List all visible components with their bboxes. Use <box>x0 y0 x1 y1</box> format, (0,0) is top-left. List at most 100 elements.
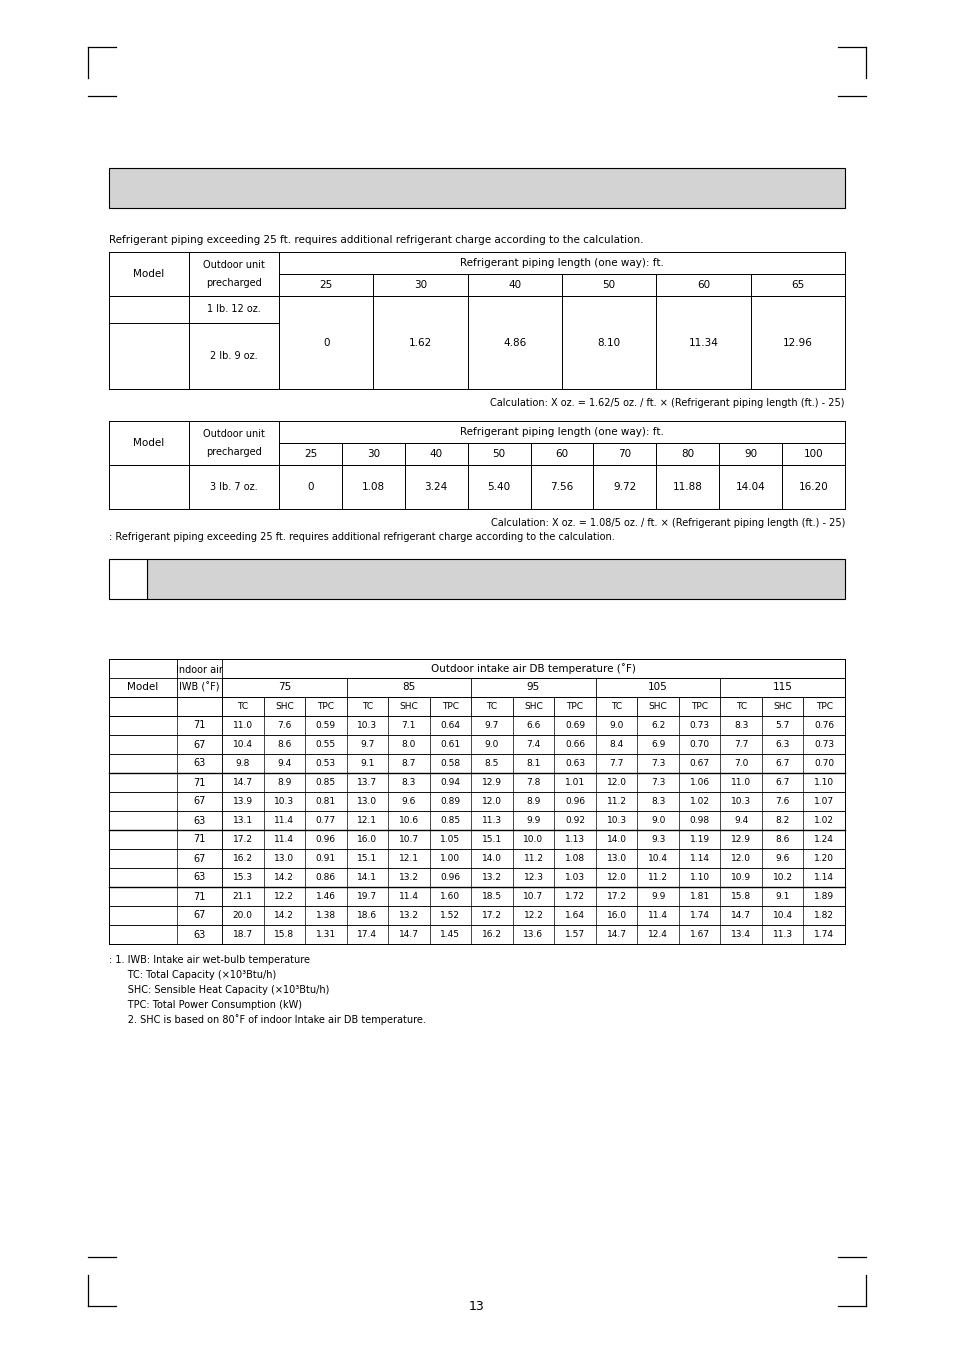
Text: 0.92: 0.92 <box>564 816 584 825</box>
Text: 0.73: 0.73 <box>689 721 709 731</box>
Text: 12.2: 12.2 <box>274 892 294 901</box>
Text: 13.1: 13.1 <box>233 816 253 825</box>
Text: TPC: Total Power Consumption (kW): TPC: Total Power Consumption (kW) <box>109 1000 302 1009</box>
Text: 0.85: 0.85 <box>440 816 460 825</box>
Text: 9.0: 9.0 <box>650 816 664 825</box>
Text: 30: 30 <box>414 280 427 290</box>
Text: 90: 90 <box>743 449 757 459</box>
Text: 7.1: 7.1 <box>401 721 416 731</box>
Text: 100: 100 <box>802 449 822 459</box>
Text: 9.6: 9.6 <box>775 854 789 863</box>
Text: 17.2: 17.2 <box>606 892 626 901</box>
Text: 11.34: 11.34 <box>688 337 718 348</box>
Text: 0.59: 0.59 <box>315 721 335 731</box>
Text: 0.96: 0.96 <box>315 835 335 844</box>
Text: 1.31: 1.31 <box>315 930 335 939</box>
Text: TPC: TPC <box>317 702 334 710</box>
Text: 60: 60 <box>697 280 709 290</box>
Text: 105: 105 <box>647 682 667 693</box>
Text: 0.77: 0.77 <box>315 816 335 825</box>
Text: 11.2: 11.2 <box>523 854 543 863</box>
Text: SHC: SHC <box>274 702 294 710</box>
Text: 14.7: 14.7 <box>730 911 750 920</box>
Text: : Refrigerant piping exceeding 25 ft. requires additional refrigerant charge acc: : Refrigerant piping exceeding 25 ft. re… <box>109 532 614 543</box>
Text: 70: 70 <box>618 449 631 459</box>
Text: 9.8: 9.8 <box>235 759 250 769</box>
Text: 11.3: 11.3 <box>772 930 792 939</box>
Text: SHC: SHC <box>773 702 791 710</box>
Text: 1.46: 1.46 <box>315 892 335 901</box>
Text: 17.2: 17.2 <box>481 911 501 920</box>
Text: 9.4: 9.4 <box>733 816 747 825</box>
Text: 7.7: 7.7 <box>609 759 623 769</box>
Text: 6.2: 6.2 <box>650 721 664 731</box>
Text: Indoor air: Indoor air <box>176 666 223 675</box>
Text: 14.7: 14.7 <box>606 930 626 939</box>
Text: 15.8: 15.8 <box>730 892 750 901</box>
Text: 71: 71 <box>193 778 206 787</box>
Text: 8.5: 8.5 <box>484 759 498 769</box>
Text: 8.3: 8.3 <box>401 778 416 787</box>
Text: precharged: precharged <box>206 446 262 457</box>
Text: Calculation: X oz. = 1.62/5 oz. / ft. × (Refrigerant piping length (ft.) - 25): Calculation: X oz. = 1.62/5 oz. / ft. × … <box>490 398 844 409</box>
Text: Calculation: X oz. = 1.08/5 oz. / ft. × (Refrigerant piping length (ft.) - 25): Calculation: X oz. = 1.08/5 oz. / ft. × … <box>490 518 844 528</box>
Text: 13.9: 13.9 <box>233 797 253 806</box>
Text: 10.3: 10.3 <box>274 797 294 806</box>
Text: SHC: SHC <box>399 702 417 710</box>
Text: 11.0: 11.0 <box>730 778 750 787</box>
Text: 13.7: 13.7 <box>357 778 377 787</box>
Text: 10.4: 10.4 <box>647 854 667 863</box>
Text: 15.8: 15.8 <box>274 930 294 939</box>
Text: 0.53: 0.53 <box>315 759 335 769</box>
Text: 8.0: 8.0 <box>401 740 416 750</box>
Text: precharged: precharged <box>206 277 262 288</box>
Text: 13.0: 13.0 <box>606 854 626 863</box>
Text: 0.89: 0.89 <box>440 797 460 806</box>
Text: 3 lb. 7 oz.: 3 lb. 7 oz. <box>210 482 257 492</box>
Text: 0.73: 0.73 <box>813 740 834 750</box>
Text: : 1. IWB: Intake air wet-bulb temperature: : 1. IWB: Intake air wet-bulb temperatur… <box>109 955 310 965</box>
Text: 15.1: 15.1 <box>481 835 501 844</box>
Text: 13.0: 13.0 <box>357 797 377 806</box>
Text: 1.03: 1.03 <box>564 873 584 882</box>
Text: 0.94: 0.94 <box>440 778 460 787</box>
Text: 85: 85 <box>402 682 416 693</box>
Text: Outdoor intake air DB temperature (˚F): Outdoor intake air DB temperature (˚F) <box>431 663 636 674</box>
Text: 0.69: 0.69 <box>564 721 584 731</box>
Text: 0.98: 0.98 <box>689 816 709 825</box>
Text: 12.9: 12.9 <box>730 835 750 844</box>
Text: 40: 40 <box>508 280 521 290</box>
Text: 10.3: 10.3 <box>357 721 377 731</box>
Text: 13: 13 <box>469 1299 484 1312</box>
Text: 9.0: 9.0 <box>609 721 623 731</box>
Text: 14.7: 14.7 <box>398 930 418 939</box>
Text: 11.3: 11.3 <box>481 816 501 825</box>
Text: 0.81: 0.81 <box>315 797 335 806</box>
Text: 1.64: 1.64 <box>564 911 584 920</box>
Text: 8.9: 8.9 <box>276 778 292 787</box>
Text: 7.3: 7.3 <box>650 778 664 787</box>
Text: 63: 63 <box>193 873 206 882</box>
Text: 8.9: 8.9 <box>526 797 540 806</box>
Text: 5.40: 5.40 <box>487 482 510 492</box>
Text: 14.7: 14.7 <box>233 778 253 787</box>
Text: 1.06: 1.06 <box>689 778 709 787</box>
Text: 1.60: 1.60 <box>440 892 460 901</box>
Text: TC: Total Capacity (×10³Btu/h): TC: Total Capacity (×10³Btu/h) <box>109 970 276 980</box>
Text: Outdoor unit: Outdoor unit <box>203 429 265 440</box>
Text: 10.4: 10.4 <box>233 740 253 750</box>
Text: 0.66: 0.66 <box>564 740 584 750</box>
Text: 11.4: 11.4 <box>274 835 294 844</box>
Text: 8.10: 8.10 <box>597 337 620 348</box>
Text: 10.9: 10.9 <box>730 873 750 882</box>
Text: 1.67: 1.67 <box>689 930 709 939</box>
Text: 9.72: 9.72 <box>613 482 636 492</box>
Text: 1.08: 1.08 <box>564 854 584 863</box>
Text: 1.10: 1.10 <box>813 778 834 787</box>
Text: 9.1: 9.1 <box>360 759 375 769</box>
Bar <box>109 559 147 599</box>
Text: 12.0: 12.0 <box>730 854 750 863</box>
Text: 16.0: 16.0 <box>606 911 626 920</box>
Text: 2 lb. 9 oz.: 2 lb. 9 oz. <box>210 350 257 361</box>
Text: 1.89: 1.89 <box>813 892 834 901</box>
